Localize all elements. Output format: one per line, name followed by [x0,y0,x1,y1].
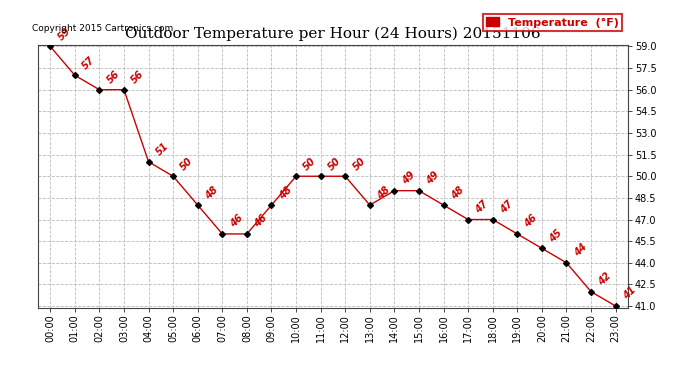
Text: 44: 44 [572,242,589,259]
Text: 49: 49 [400,170,417,186]
Text: 42: 42 [597,271,613,288]
Text: 51: 51 [154,141,170,158]
Text: 45: 45 [547,228,564,244]
Legend: Temperature  (°F): Temperature (°F) [482,14,622,31]
Text: Copyright 2015 Cartronics.com: Copyright 2015 Cartronics.com [32,24,173,33]
Text: 57: 57 [80,54,97,71]
Text: 48: 48 [204,184,220,201]
Text: 56: 56 [105,69,121,86]
Text: 48: 48 [449,184,466,201]
Text: 46: 46 [253,213,269,230]
Text: 50: 50 [179,156,195,172]
Text: 50: 50 [302,156,318,172]
Text: 49: 49 [424,170,441,186]
Text: 46: 46 [228,213,244,230]
Text: 48: 48 [277,184,294,201]
Text: 59: 59 [56,26,72,42]
Text: 48: 48 [375,184,392,201]
Text: 46: 46 [523,213,540,230]
Text: 41: 41 [621,285,638,302]
Title: Outdoor Temperature per Hour (24 Hours) 20151106: Outdoor Temperature per Hour (24 Hours) … [125,27,541,41]
Text: 47: 47 [498,199,515,215]
Text: 47: 47 [473,199,491,215]
Text: 56: 56 [130,69,146,86]
Text: 50: 50 [326,156,343,172]
Text: 50: 50 [351,156,367,172]
